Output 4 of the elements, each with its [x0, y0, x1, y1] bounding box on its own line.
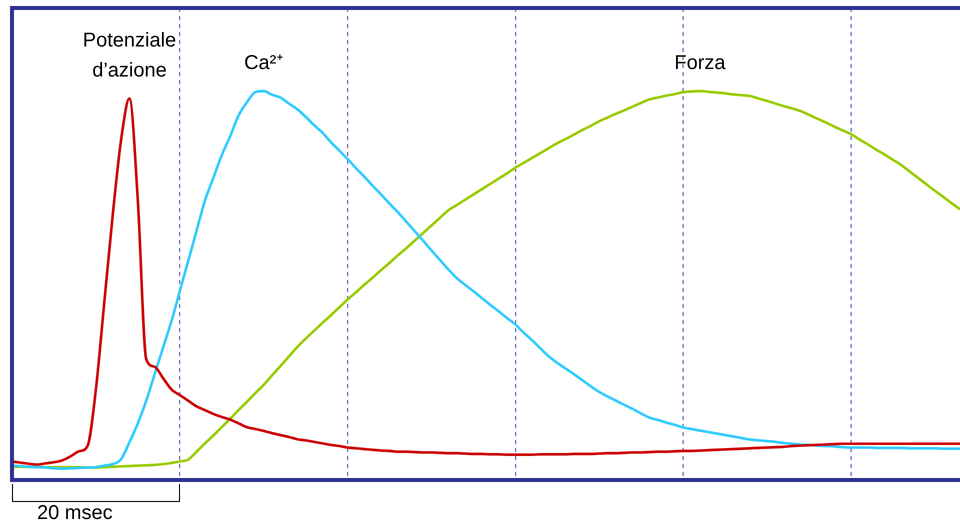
text: Potenziale d’azione	[82, 30, 176, 82]
text: 20 msec	[37, 502, 113, 525]
series-label: Forza	[674, 52, 726, 74]
series-label: Ca²⁺	[244, 52, 284, 74]
